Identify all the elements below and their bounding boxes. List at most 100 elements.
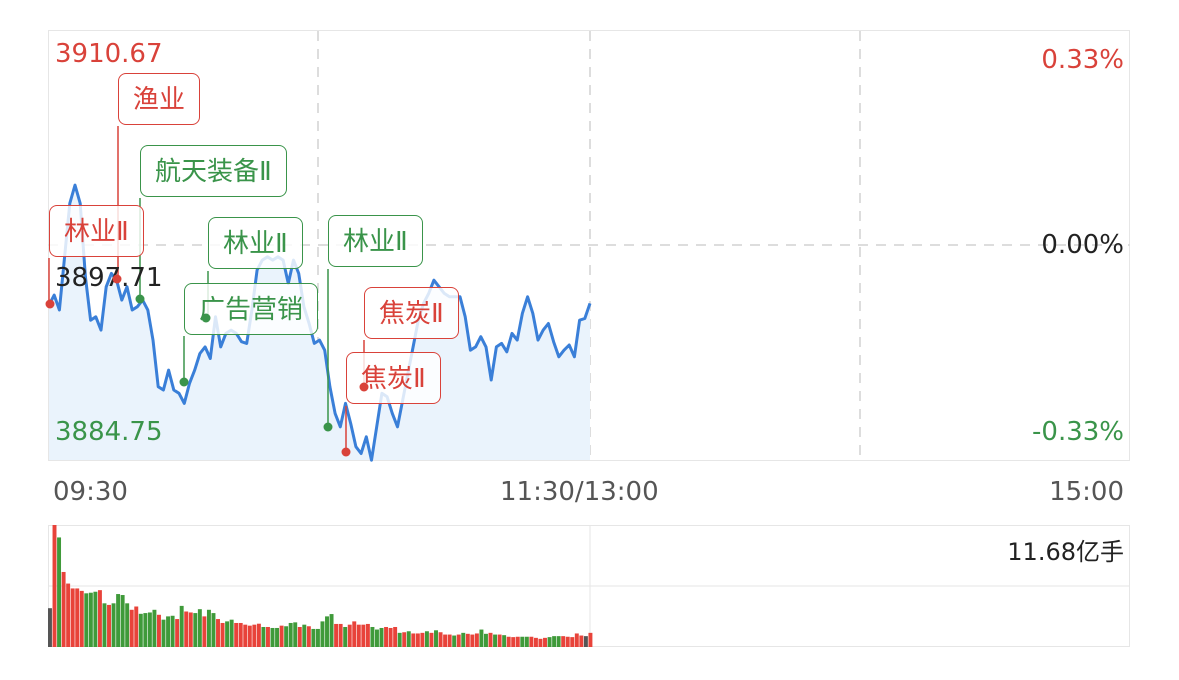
x-tick-midday: 11:30/13:00 [500, 477, 659, 507]
volume-bar [583, 636, 588, 647]
volume-bar [188, 612, 193, 647]
volume-bar [570, 637, 575, 647]
volume-bar [252, 624, 257, 647]
volume-bar [306, 626, 311, 647]
volume-bar [247, 625, 252, 647]
volume-bar [434, 630, 438, 647]
price-area [49, 185, 590, 461]
pct-min-label: -0.33% [1032, 417, 1124, 447]
volume-bar [565, 636, 570, 647]
volume-bar [402, 632, 407, 647]
volume-bar [334, 623, 339, 647]
volume-bar [533, 637, 538, 647]
volume-bar [311, 628, 316, 647]
volume-bar [57, 537, 62, 647]
volume-bar [234, 622, 239, 647]
volume-bar [543, 637, 547, 647]
volume-bar [420, 632, 425, 647]
volume-bar [320, 621, 325, 647]
pct-mid-label: 0.00% [1041, 230, 1124, 260]
volume-bar [88, 592, 93, 647]
volume-bar [529, 636, 534, 647]
volume-bar [75, 588, 80, 647]
volume-bar [388, 627, 393, 647]
volume-bar [261, 626, 266, 647]
volume-bar [138, 613, 143, 647]
volume-bar [484, 633, 488, 647]
volume-bar [179, 605, 184, 647]
volume-bar [93, 591, 98, 647]
volume-bar [561, 636, 566, 647]
volume-bar [161, 619, 166, 647]
volume-bar [66, 583, 71, 647]
price-line [47, 183, 592, 462]
volume-bar [370, 626, 375, 647]
volume-bar [552, 636, 557, 647]
volume-bar [206, 609, 211, 647]
volume-bar [588, 632, 593, 647]
volume-bar [375, 629, 379, 647]
annotation-coke[interactable]: 焦炭Ⅱ [364, 287, 459, 339]
volume-bar [438, 632, 443, 647]
volume-bar [397, 632, 402, 647]
volume-bar [147, 612, 152, 647]
volume-bar [197, 609, 202, 647]
volume-bar [266, 626, 270, 647]
volume-bar [275, 627, 280, 647]
volume-bar [170, 615, 175, 647]
volume-bar [193, 613, 198, 647]
volume-bar [129, 609, 134, 647]
volume-bar [302, 624, 307, 647]
volume-bar [166, 616, 171, 647]
volume-bar [111, 603, 116, 647]
volume-bar [474, 633, 479, 647]
volume-bar [411, 633, 416, 647]
volume-bar [547, 637, 552, 647]
annotation-aerospace[interactable]: 航天装备Ⅱ [140, 145, 287, 197]
volume-bar [502, 635, 507, 647]
volume-bar [511, 637, 516, 647]
volume-bar [456, 634, 461, 647]
annotation-forestry-green[interactable]: 林业Ⅱ [208, 217, 303, 269]
x-tick-open: 09:30 [53, 477, 128, 507]
x-tick-close: 15:00 [1049, 477, 1124, 507]
volume-bar [84, 593, 89, 647]
volume-bar [107, 604, 111, 647]
volume-bar [538, 638, 543, 647]
volume-label: 11.68亿手 [1007, 538, 1124, 566]
volume-bar [70, 588, 75, 647]
volume-bar [120, 595, 125, 647]
volume-bar [216, 619, 220, 647]
volume-bar [424, 631, 429, 647]
volume-bar [393, 626, 398, 647]
volume-bar [352, 621, 357, 647]
volume-bar [243, 624, 248, 647]
volume-bar [61, 571, 66, 647]
volume-bar [493, 634, 498, 647]
volume-bar [338, 623, 343, 647]
volume-bar [270, 627, 275, 647]
volume-bar [343, 626, 348, 647]
volume-bar [325, 616, 329, 647]
volume-bar [157, 614, 161, 647]
volume-bar [497, 634, 502, 647]
volume-bar [229, 619, 234, 647]
volume-bar [524, 636, 529, 647]
volume-bar [284, 626, 289, 647]
annotation-coke-2[interactable]: 焦炭Ⅱ [346, 352, 441, 404]
annotation-fishery[interactable]: 渔业 [118, 73, 201, 125]
volume-bar [506, 636, 511, 647]
volume-bar [102, 603, 107, 647]
volume-bar [79, 590, 84, 647]
volume-bar [175, 619, 180, 647]
annotation-forestry-green-2[interactable]: 林业Ⅱ [328, 215, 423, 267]
volume-bar [134, 606, 139, 647]
volume-bar [125, 603, 130, 647]
volume-bar [429, 632, 434, 647]
annotation-advertising[interactable]: 广告营销 [184, 283, 319, 335]
volume-bar [574, 633, 579, 647]
volume-bar [288, 622, 293, 647]
annotation-forestry-red[interactable]: 林业Ⅱ [49, 205, 144, 257]
volume-bar [379, 627, 384, 647]
volume-bar [329, 614, 334, 647]
